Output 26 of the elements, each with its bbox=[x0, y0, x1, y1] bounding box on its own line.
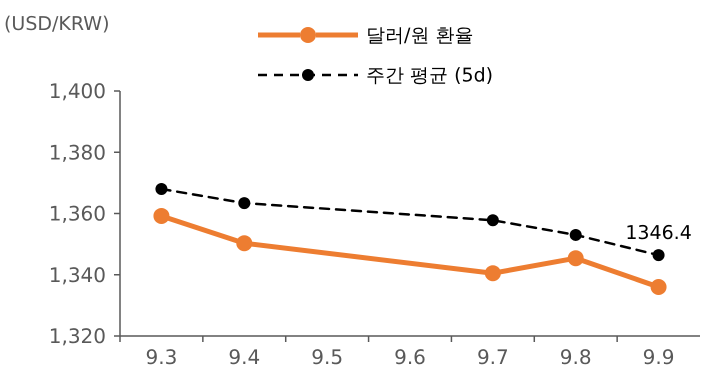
x-tick-label: 9.5 bbox=[311, 345, 344, 369]
x-tick-label: 9.7 bbox=[476, 345, 509, 369]
x-tick-label: 9.8 bbox=[560, 345, 592, 369]
x-tick-label: 9.4 bbox=[228, 345, 260, 369]
point bbox=[650, 279, 667, 295]
legend-label: 달러/원 환율 bbox=[366, 24, 474, 47]
y-tick-label: 1,340 bbox=[48, 262, 106, 287]
point bbox=[568, 250, 584, 266]
point bbox=[570, 228, 582, 241]
x-tick-label: 9.6 bbox=[394, 345, 426, 369]
point bbox=[484, 265, 501, 282]
y-tick-label: 1,400 bbox=[48, 79, 106, 103]
legend-label: 주간 평균 (5d) bbox=[366, 64, 494, 87]
x-tick-label: 9.9 bbox=[642, 345, 674, 369]
point bbox=[652, 249, 665, 262]
y-axis-title: (USD/KRW) bbox=[4, 13, 110, 35]
y-tick-label: 1,380 bbox=[48, 140, 106, 164]
point bbox=[486, 214, 499, 226]
y-tick-label: 1,360 bbox=[48, 202, 106, 226]
point bbox=[236, 235, 252, 252]
point bbox=[238, 197, 250, 210]
point bbox=[155, 183, 168, 195]
point bbox=[153, 208, 170, 224]
x-tick-label: 9.3 bbox=[146, 345, 178, 369]
y-tick-label: 1,320 bbox=[48, 324, 106, 348]
data-label: 1346.4 bbox=[625, 222, 692, 244]
